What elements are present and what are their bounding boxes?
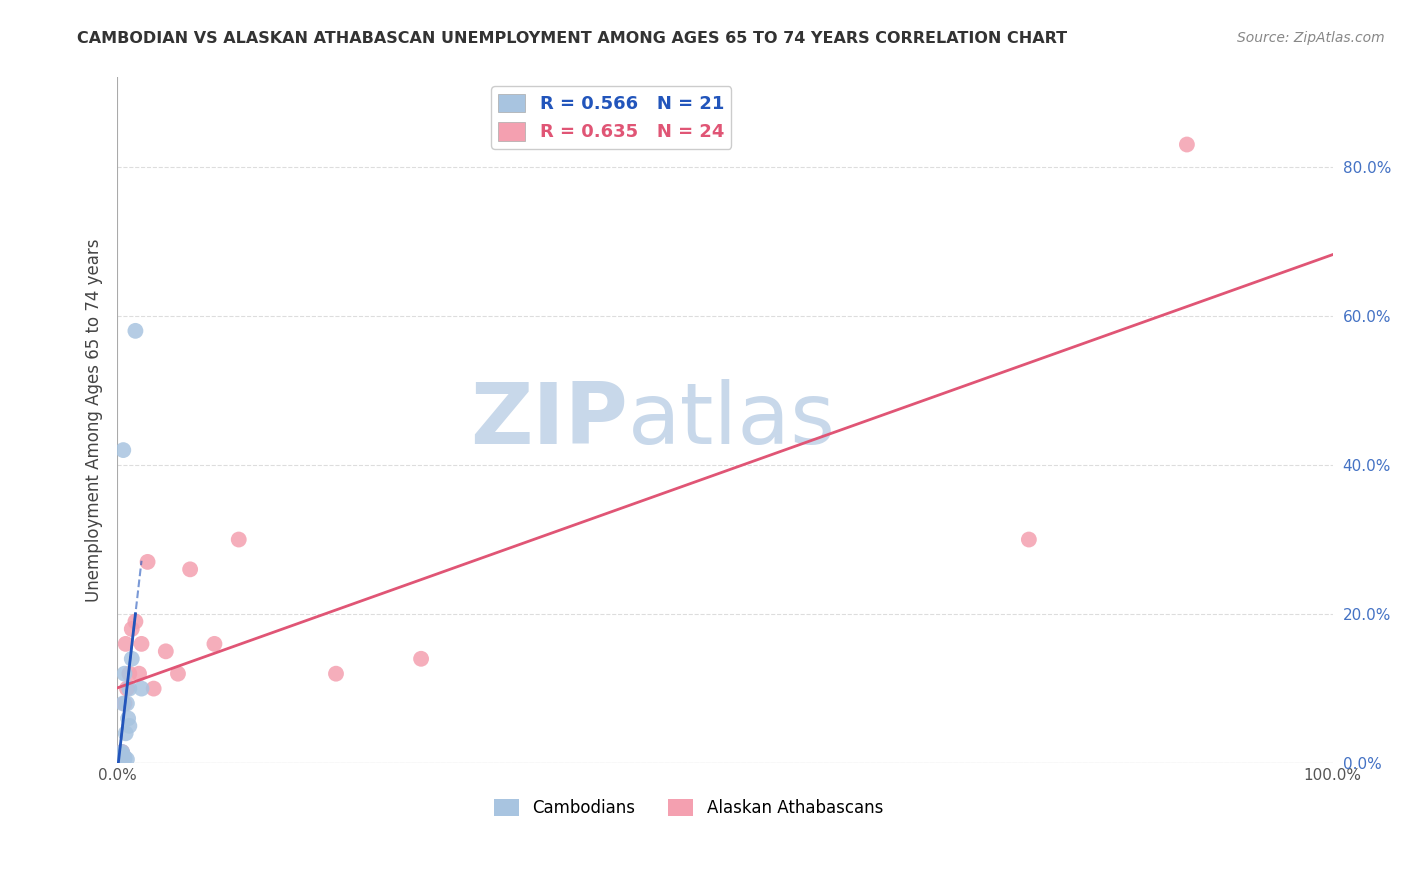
Point	[118, 719, 141, 733]
Point	[112, 443, 135, 458]
Text: ZIP: ZIP	[470, 379, 627, 462]
Point	[111, 747, 134, 761]
Point	[121, 622, 143, 636]
Point	[111, 745, 134, 759]
Point	[114, 666, 136, 681]
Point	[204, 637, 226, 651]
Point	[131, 637, 153, 651]
Point	[155, 644, 177, 658]
Point	[110, 748, 132, 763]
Point	[115, 752, 138, 766]
Point	[1175, 137, 1198, 152]
Point	[131, 681, 153, 696]
Point	[114, 750, 136, 764]
Point	[121, 652, 143, 666]
Point	[114, 697, 136, 711]
Point	[128, 666, 150, 681]
Point	[167, 666, 190, 681]
Legend: Cambodians, Alaskan Athabascans: Cambodians, Alaskan Athabascans	[486, 792, 890, 823]
Point	[118, 681, 141, 696]
Point	[136, 555, 159, 569]
Text: atlas: atlas	[627, 379, 835, 462]
Point	[110, 750, 132, 764]
Text: CAMBODIAN VS ALASKAN ATHABASCAN UNEMPLOYMENT AMONG AGES 65 TO 74 YEARS CORRELATI: CAMBODIAN VS ALASKAN ATHABASCAN UNEMPLOY…	[77, 31, 1067, 46]
Point	[1018, 533, 1040, 547]
Point	[111, 745, 134, 759]
Point	[142, 681, 165, 696]
Point	[108, 752, 131, 766]
Point	[112, 697, 135, 711]
Point	[117, 711, 139, 725]
Point	[409, 652, 432, 666]
Point	[118, 666, 141, 681]
Point	[114, 726, 136, 740]
Point	[114, 752, 136, 766]
Text: Source: ZipAtlas.com: Source: ZipAtlas.com	[1237, 31, 1385, 45]
Point	[115, 681, 138, 696]
Point	[124, 615, 146, 629]
Point	[108, 748, 131, 763]
Point	[325, 666, 347, 681]
Point	[110, 750, 132, 764]
Point	[115, 697, 138, 711]
Point	[110, 748, 132, 763]
Point	[179, 562, 201, 576]
Y-axis label: Unemployment Among Ages 65 to 74 years: Unemployment Among Ages 65 to 74 years	[86, 238, 103, 602]
Point	[108, 752, 131, 766]
Point	[112, 748, 135, 763]
Point	[124, 324, 146, 338]
Point	[112, 748, 135, 763]
Point	[228, 533, 250, 547]
Point	[114, 637, 136, 651]
